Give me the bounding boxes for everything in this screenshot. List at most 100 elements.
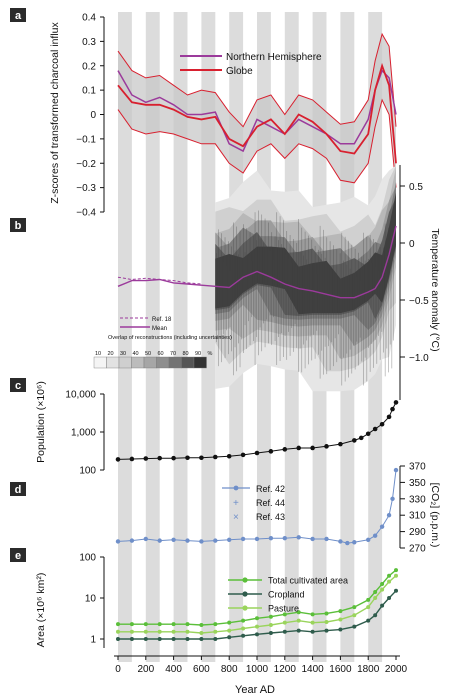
total-point <box>171 622 176 627</box>
overlap-scale-swatch <box>131 356 145 369</box>
co2-point <box>296 535 301 540</box>
panel-a-lower-bound <box>117 98 397 188</box>
cropland-point <box>227 635 232 640</box>
co2-point <box>213 538 218 543</box>
panel-d-tick-label: 370 <box>409 462 426 473</box>
population-point <box>296 445 302 451</box>
population-point <box>157 455 162 461</box>
co2-point <box>338 539 343 544</box>
svg-text:a: a <box>15 10 22 22</box>
population-point <box>213 454 218 460</box>
pasture-point <box>373 596 378 600</box>
panel-d-ylabel: [CO₂] (p.p.m.) <box>429 483 441 548</box>
co2-point <box>345 540 350 546</box>
cropland-point <box>255 632 259 637</box>
co2-point <box>143 536 148 542</box>
pasture-point <box>366 605 371 610</box>
population-point <box>226 453 232 459</box>
overlap-scale-label: 50 <box>145 351 151 357</box>
panel-e-tick-label: 100 <box>79 553 96 564</box>
panel-d-tick-label: 270 <box>409 544 426 555</box>
pasture-point <box>116 629 120 634</box>
co2-point <box>366 537 371 542</box>
cropland-point <box>213 637 218 641</box>
panel-a-tick-label: 0.1 <box>82 86 96 97</box>
population-point <box>386 414 392 420</box>
total-point <box>255 616 259 621</box>
pasture-point <box>338 617 343 622</box>
panel-a-tick-label: 0.3 <box>82 37 96 48</box>
cropland-point <box>143 637 148 641</box>
population-point <box>282 447 288 452</box>
panel-e-tick-label: 1 <box>90 635 96 646</box>
cropland-point <box>366 618 371 623</box>
x-tick-label: 400 <box>165 664 182 675</box>
total-point <box>116 622 120 627</box>
legend-ref42-label: Ref. 42 <box>256 484 285 494</box>
cropland-point <box>185 637 190 641</box>
overlap-scale-swatch <box>193 356 207 369</box>
panel-a-tick-label: 0.4 <box>82 13 96 24</box>
population-point <box>185 455 190 461</box>
pasture-point <box>199 631 204 636</box>
panel-label-a: a <box>10 8 26 22</box>
x-tick-label: 800 <box>221 664 238 675</box>
population-point <box>268 449 274 454</box>
total-point <box>373 590 378 595</box>
legend-globe-label: Globe <box>226 66 253 77</box>
x-tick-label: 2000 <box>385 664 408 675</box>
total-point <box>129 622 134 627</box>
cropland-point <box>241 633 246 638</box>
panel-c-ylabel: Population (×10⁶) <box>35 381 47 463</box>
pasture-point <box>171 629 176 634</box>
overlap-scale-label: 70 <box>170 351 176 357</box>
overlap-scale-swatch <box>118 356 132 369</box>
overlap-scale-swatch <box>93 356 107 369</box>
panel-d-tick-label: 310 <box>409 511 426 522</box>
cropland-point <box>282 629 287 634</box>
legend-ref44-label: Ref. 44 <box>256 498 285 508</box>
cropland-point <box>116 637 120 641</box>
co2-point <box>386 513 392 518</box>
panel-d-tick-label: 330 <box>409 494 426 505</box>
legend-ref43-marker: × <box>233 512 239 523</box>
panel-b-tick-label: 0.5 <box>409 182 423 193</box>
cropland-point <box>352 624 357 629</box>
svg-text:b: b <box>15 220 22 232</box>
panel-a-upper-bound <box>117 32 397 128</box>
co2-point <box>352 540 357 545</box>
total-point <box>380 581 385 586</box>
pasture-point <box>296 618 301 623</box>
co2-point <box>390 496 395 501</box>
panel-label-d: d <box>10 482 26 496</box>
panel-d-tick-label: 290 <box>409 527 426 538</box>
panel-a-tick-label: −0.3 <box>76 183 96 194</box>
panel-a-tick-label: −0.4 <box>76 208 96 219</box>
total-point <box>282 612 287 617</box>
cropland-point <box>129 637 134 641</box>
pasture-point <box>394 573 398 578</box>
cropland-point <box>338 627 343 632</box>
x-tick-label: 200 <box>137 664 154 675</box>
century-stripe <box>145 12 160 662</box>
total-point <box>338 609 343 614</box>
co2-point <box>227 537 232 542</box>
series-ref-18 <box>117 276 202 285</box>
panel-c-tick-label: 1,000 <box>71 428 96 439</box>
co2-point <box>282 535 287 541</box>
co2-point <box>199 539 204 544</box>
panel-label-b: b <box>10 218 26 232</box>
pasture-point <box>268 622 273 627</box>
population-point <box>365 431 371 437</box>
co2-point <box>240 536 246 542</box>
svg-text:e: e <box>15 550 21 562</box>
panel-c-tick-label: 10,000 <box>65 390 96 401</box>
century-stripe <box>118 12 132 662</box>
pasture-point <box>352 613 357 618</box>
pasture-point <box>185 629 190 634</box>
pasture-point <box>310 620 315 625</box>
population-point <box>352 438 357 443</box>
cropland-point <box>324 628 329 633</box>
total-point <box>310 612 315 617</box>
legend-overlap-label: Overlap of reconstructions (including un… <box>108 335 232 341</box>
